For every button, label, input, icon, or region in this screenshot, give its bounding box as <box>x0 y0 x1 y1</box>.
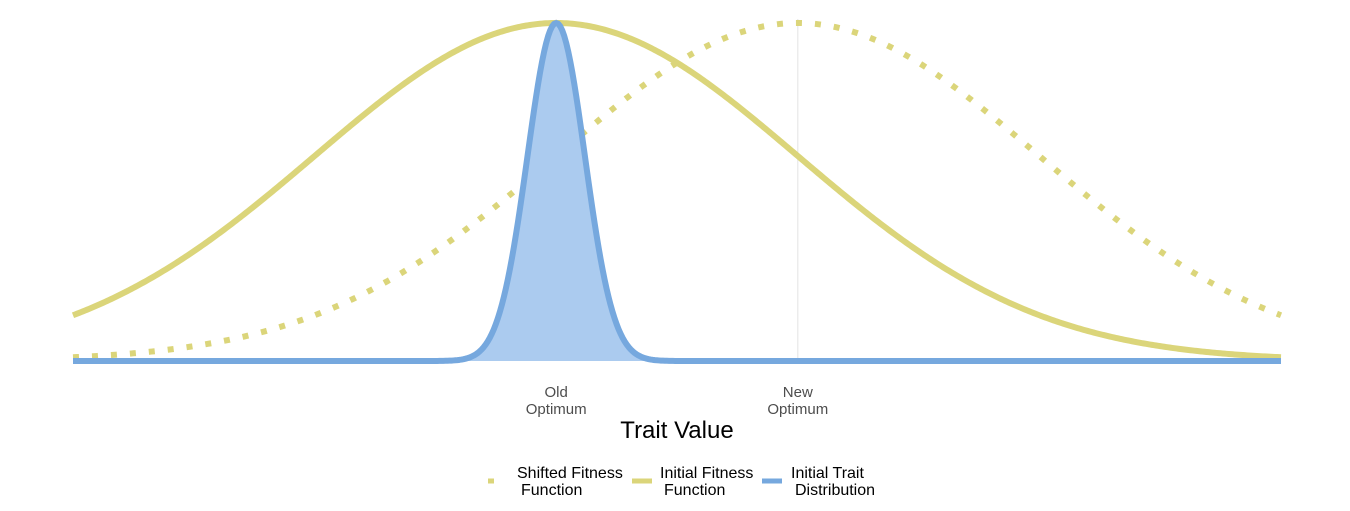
legend-label-1-line2: Function <box>664 482 725 499</box>
x-tick-labels: Old Optimum New Optimum <box>526 384 828 418</box>
series-line-1 <box>71 20 1282 361</box>
x-tick-label-0: Old Optimum <box>526 384 587 418</box>
series-layer <box>71 20 1283 364</box>
legend-label-0-line2: Function <box>521 482 582 499</box>
series-line-0 <box>72 20 1283 361</box>
legend-label-2-line1: Initial Trait <box>791 465 864 482</box>
x-tick-label-1: New Optimum <box>767 384 828 418</box>
legend-label-1-line1: Initial Fitness <box>660 465 753 482</box>
legend-label-2-line2: Distribution <box>795 482 875 499</box>
legend-label-0-line1: Shifted Fitness <box>517 465 623 482</box>
series-line-2 <box>72 20 1282 364</box>
series-area-2 <box>73 23 1281 361</box>
x-axis-title: Trait Value <box>620 417 733 444</box>
